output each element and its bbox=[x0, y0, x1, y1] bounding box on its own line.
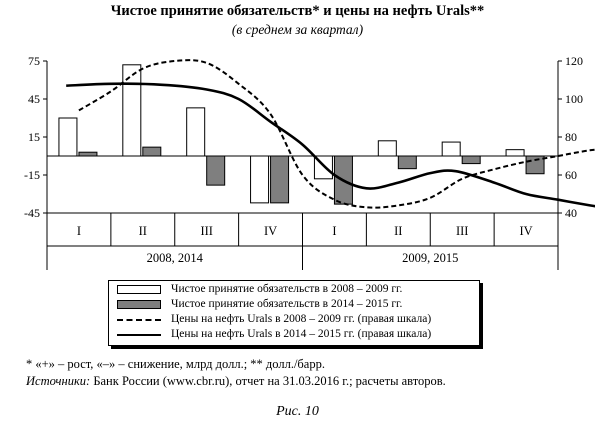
bar-2008-2009 bbox=[58, 117, 78, 157]
notes: * «+» – рост, «–» – снижение, млрд долл.… bbox=[26, 356, 446, 390]
legend-label: Цены на нефть Urals в 2014 – 2015 гг. (п… bbox=[171, 328, 432, 340]
legend: Чистое принятие обязательств в 2008 – 20… bbox=[108, 280, 480, 346]
urals-line-2014-2015 bbox=[66, 82, 595, 208]
right-tick-label: 80 bbox=[565, 130, 577, 144]
period-label: 2008, 2014 bbox=[147, 251, 204, 265]
right-tick-label: 120 bbox=[565, 54, 583, 68]
left-tick-label: 15 bbox=[28, 130, 40, 144]
category-label: III bbox=[456, 224, 469, 238]
category-label: IV bbox=[519, 224, 532, 238]
bar-2008-2009 bbox=[122, 64, 142, 157]
legend-swatch-solid bbox=[117, 334, 161, 336]
chart-subtitle: (в среднем за квартал) bbox=[231, 22, 364, 37]
right-tick-label: 100 bbox=[565, 92, 583, 106]
legend-swatch-gray bbox=[117, 300, 161, 309]
bar-2014-2015 bbox=[78, 151, 98, 157]
bar-2014-2015 bbox=[270, 155, 290, 204]
bar-2008-2009 bbox=[505, 149, 525, 157]
left-tick-label: -15 bbox=[24, 168, 40, 182]
figure-caption: Рис. 10 bbox=[276, 404, 319, 419]
left-tick-label: -45 bbox=[24, 206, 40, 220]
legend-label: Чистое принятие обязательств в 2008 – 20… bbox=[171, 283, 403, 295]
bar-2008-2009 bbox=[250, 155, 270, 204]
bar-2014-2015 bbox=[397, 155, 417, 170]
left-tick-label: 45 bbox=[28, 92, 40, 106]
chart-title: Чистое принятие обязательств* и цены на … bbox=[110, 3, 485, 19]
category-label: II bbox=[394, 224, 402, 238]
period-label: 2009, 2015 bbox=[402, 251, 458, 265]
bar-2014-2015 bbox=[206, 155, 226, 186]
bar-2008-2009 bbox=[441, 141, 461, 157]
right-tick-label: 40 bbox=[565, 206, 577, 220]
bar-2008-2009 bbox=[186, 107, 206, 157]
legend-swatch-dashed bbox=[117, 319, 161, 321]
category-label: IV bbox=[264, 224, 277, 238]
category-label: III bbox=[200, 224, 213, 238]
sources-label: Источники: bbox=[26, 374, 91, 388]
legend-swatch-white bbox=[117, 285, 161, 294]
right-tick-label: 60 bbox=[565, 168, 577, 182]
urals-line-2008-2009 bbox=[78, 59, 595, 209]
category-label: I bbox=[77, 224, 81, 238]
bar-2014-2015 bbox=[142, 146, 162, 157]
category-label: II bbox=[139, 224, 147, 238]
sources-text: Банк России (www.cbr.ru), отчет на 31.03… bbox=[90, 374, 446, 388]
footnote: * «+» – рост, «–» – снижение, млрд долл.… bbox=[26, 357, 325, 371]
bar-2014-2015 bbox=[461, 155, 481, 165]
legend-label: Цены на нефть Urals в 2008 – 2009 гг. (п… bbox=[171, 313, 432, 325]
legend-label: Чистое принятие обязательств в 2014 – 20… bbox=[171, 298, 403, 310]
bar-2008-2009 bbox=[377, 140, 397, 157]
bar-2014-2015 bbox=[525, 155, 545, 175]
sources: Источники: Банк России (www.cbr.ru), отч… bbox=[26, 373, 446, 390]
category-label: I bbox=[332, 224, 336, 238]
left-tick-label: 75 bbox=[28, 54, 40, 68]
